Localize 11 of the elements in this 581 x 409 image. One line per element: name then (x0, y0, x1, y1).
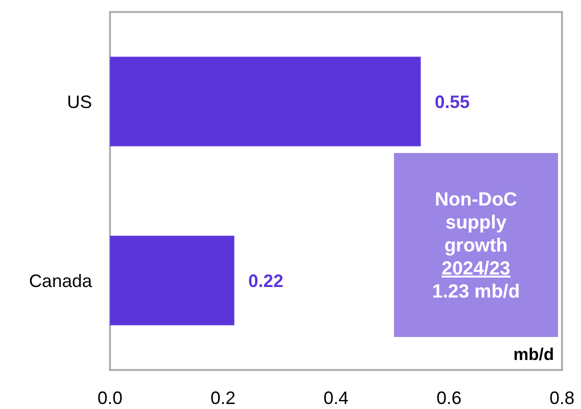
x-tick-label: 0.8 (549, 388, 575, 408)
x-tick-label: 0.4 (323, 388, 349, 408)
data-label: 0.22 (248, 270, 284, 291)
y-tick-label: Canada (28, 270, 93, 291)
x-tick-label: 0.6 (436, 388, 462, 408)
x-tick-label: 0.2 (210, 388, 236, 408)
data-label: 0.55 (434, 92, 470, 112)
x-tick-label: 0.0 (97, 388, 123, 408)
annotation: Non-DoC supply growth 2024/23 1.23 mb/d (432, 190, 520, 303)
y-tick-label: US (66, 92, 92, 112)
x-axis-title: mb/d (513, 345, 554, 364)
